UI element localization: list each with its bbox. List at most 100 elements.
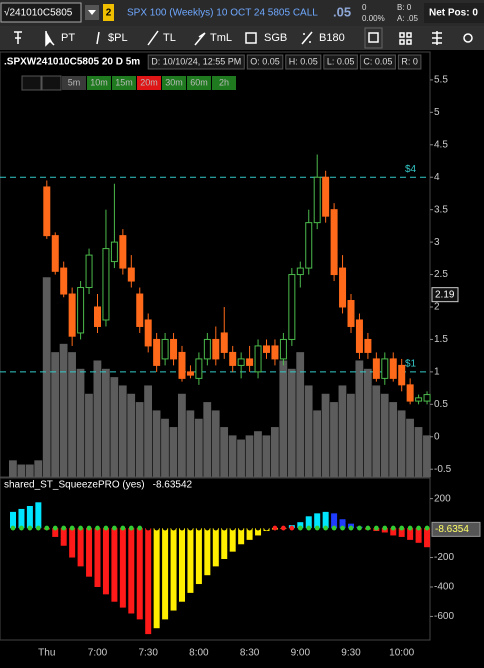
chart-info: L: 0.05 (327, 56, 355, 66)
toolbar-label[interactable]: SGB (264, 32, 287, 44)
histogram-bar (94, 528, 101, 587)
settings-icon[interactable] (463, 33, 473, 43)
histogram-bar (229, 528, 236, 552)
pointer-icon[interactable] (45, 31, 55, 47)
candle-body (94, 306, 101, 327)
histogram-bar (390, 528, 397, 536)
volume-bar (313, 410, 321, 477)
sgb-icon[interactable] (245, 32, 257, 44)
tf-button[interactable] (162, 76, 186, 90)
squeeze-dot (103, 525, 109, 531)
candle-body (279, 338, 287, 360)
tf-button[interactable] (87, 76, 111, 90)
link-badge[interactable] (103, 4, 114, 21)
volume-bar (178, 393, 186, 477)
histogram-bar (297, 522, 304, 529)
price-marker: 2.19 (435, 289, 455, 300)
pl-icon[interactable] (96, 31, 100, 45)
percent-icon[interactable] (301, 31, 313, 45)
y-tick-label: 2.5 (434, 269, 448, 280)
volume-bar (17, 464, 26, 477)
histogram-bar (221, 528, 228, 560)
histogram-bar (26, 505, 33, 529)
tf-button[interactable] (212, 76, 236, 90)
square-icon[interactable] (368, 32, 379, 43)
squeeze-dot (188, 525, 193, 531)
candle-body (60, 267, 68, 295)
tf-label: 30m (165, 77, 183, 87)
volume-bar (237, 439, 245, 477)
y-tick-label: 200 (434, 493, 451, 504)
squeeze-dot (314, 525, 320, 531)
timeline-icon[interactable] (194, 32, 206, 46)
tf-button[interactable] (187, 76, 211, 90)
histogram-bar (111, 528, 118, 602)
toolbar-label[interactable]: PT (61, 32, 75, 44)
candle-body (110, 241, 118, 263)
candle-body (136, 293, 144, 327)
volume-bar (220, 427, 229, 477)
squeeze-dot (112, 525, 117, 531)
squeeze-dot (162, 525, 168, 531)
y-tick-label: -600 (434, 611, 454, 622)
volume-bar (406, 418, 414, 477)
y-tick-label: 3 (434, 237, 440, 248)
layout-icon[interactable] (432, 31, 442, 45)
volume-bar (363, 368, 372, 477)
candle-body (102, 248, 110, 321)
squeeze-dot (19, 525, 24, 531)
candle-body (43, 186, 51, 237)
squeeze-dot (154, 525, 160, 531)
histogram-bar (339, 519, 346, 529)
histogram-bar (119, 528, 126, 608)
volume-bar (389, 402, 398, 477)
volume-bar (110, 377, 119, 477)
candle-body (68, 293, 76, 337)
price-level-label: $4 (405, 164, 417, 175)
squeeze-dot (145, 525, 151, 531)
chart-info: O: 0.05 (250, 56, 280, 66)
volume-bar (186, 410, 195, 477)
toolbar-label[interactable]: $PL (108, 32, 128, 44)
tf-button[interactable] (62, 76, 86, 90)
candle-body (144, 319, 152, 347)
toolbar-label[interactable]: TL (163, 32, 176, 44)
histogram-bar (204, 528, 211, 576)
last-price: .05 (333, 4, 351, 19)
squeeze-dot (69, 525, 75, 531)
volume-bar (228, 435, 237, 477)
candle-body (51, 235, 59, 272)
tf-blank[interactable] (41, 75, 62, 91)
volume-bar (93, 360, 102, 477)
square-button[interactable] (364, 27, 383, 49)
trendline-icon[interactable] (147, 30, 159, 46)
y-tick-label: -200 (434, 552, 454, 563)
squeeze-dot (306, 525, 312, 531)
net-pos: Net Pos: 0 (429, 8, 478, 19)
volume-bar (169, 427, 178, 477)
grid-icon[interactable] (399, 32, 412, 45)
histogram-bar (162, 528, 169, 620)
histogram-bar (102, 528, 109, 595)
squeeze-dot (348, 525, 354, 531)
x-tick-label: 9:30 (341, 648, 361, 659)
histogram-bar (246, 528, 253, 540)
squeeze-dot (255, 525, 261, 531)
symbol-box[interactable] (0, 2, 82, 23)
toolbar-label[interactable]: B180 (319, 32, 345, 44)
pin-icon[interactable] (14, 31, 22, 44)
chart-info-box (246, 54, 284, 70)
candle-body (170, 338, 178, 360)
toolbar-label[interactable]: TmL (210, 32, 232, 44)
squeeze-dot (407, 525, 413, 531)
candle-body (127, 267, 135, 282)
candle-body (119, 235, 127, 269)
tf-button[interactable] (112, 76, 136, 90)
drawing-arrow[interactable] (240, 279, 254, 295)
squeeze-dot (424, 525, 430, 531)
tf-blank[interactable] (21, 75, 42, 91)
candle-body (347, 300, 355, 327)
tf-button[interactable] (137, 76, 161, 90)
volume-bar (380, 393, 389, 477)
